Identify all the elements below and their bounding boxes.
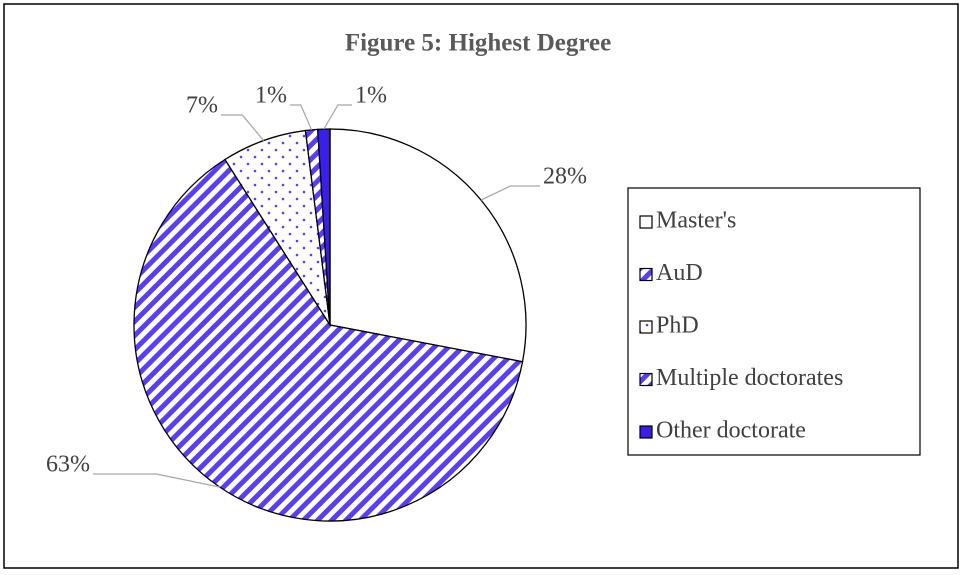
data-label: 28%: [543, 164, 587, 190]
leader-line: [93, 473, 220, 488]
legend-swatch: [639, 320, 653, 334]
legend-label: Multiple doctorates: [656, 365, 843, 391]
legend-label: Other doctorate: [656, 418, 806, 444]
legend-swatch: [639, 215, 653, 229]
legend-swatch: [639, 372, 653, 387]
data-label: 1%: [355, 83, 387, 109]
legend-label: PhD: [656, 313, 699, 339]
pie-slice: [133, 158, 524, 522]
chart-title: Figure 5: Highest Degree: [345, 30, 611, 57]
pie-slice: [317, 128, 331, 326]
leader-line: [323, 104, 352, 130]
pie-slice: [329, 128, 527, 363]
legend-swatch: [639, 425, 653, 439]
legend-label: Master's: [656, 208, 736, 234]
legend-swatch: [639, 267, 653, 282]
data-label: 63%: [46, 452, 90, 478]
data-label: 1%: [255, 83, 287, 109]
leader-line: [480, 185, 540, 201]
legend-label: AuD: [656, 260, 703, 286]
legend-box: [627, 187, 921, 456]
leader-line: [221, 114, 265, 141]
leader-line: [290, 104, 313, 131]
data-label: 7%: [186, 93, 218, 119]
